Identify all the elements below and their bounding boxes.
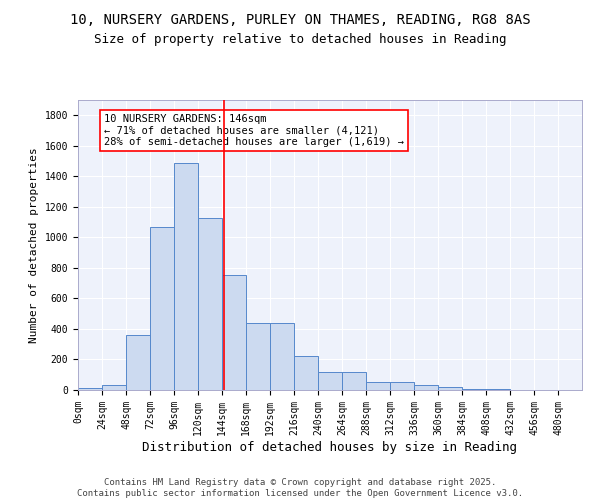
Bar — [367, 382, 389, 390]
Bar — [151, 226, 173, 390]
Bar — [415, 386, 437, 390]
Bar — [343, 372, 365, 390]
Text: Contains HM Land Registry data © Crown copyright and database right 2025.
Contai: Contains HM Land Registry data © Crown c… — [77, 478, 523, 498]
Text: 10 NURSERY GARDENS: 146sqm
← 71% of detached houses are smaller (4,121)
28% of s: 10 NURSERY GARDENS: 146sqm ← 71% of deta… — [104, 114, 404, 147]
Bar — [391, 382, 413, 390]
Bar — [199, 218, 221, 390]
Bar — [319, 372, 341, 390]
Bar — [223, 275, 245, 390]
Bar — [103, 384, 125, 390]
X-axis label: Distribution of detached houses by size in Reading: Distribution of detached houses by size … — [143, 440, 517, 454]
Bar — [487, 389, 509, 390]
Bar — [79, 388, 101, 390]
Bar — [271, 323, 293, 390]
Text: 10, NURSERY GARDENS, PURLEY ON THAMES, READING, RG8 8AS: 10, NURSERY GARDENS, PURLEY ON THAMES, R… — [70, 12, 530, 26]
Bar — [175, 162, 197, 390]
Bar — [295, 356, 317, 390]
Text: Size of property relative to detached houses in Reading: Size of property relative to detached ho… — [94, 32, 506, 46]
Bar — [463, 389, 485, 390]
Y-axis label: Number of detached properties: Number of detached properties — [29, 147, 39, 343]
Bar — [247, 323, 269, 390]
Bar — [439, 387, 461, 390]
Bar — [127, 335, 149, 390]
